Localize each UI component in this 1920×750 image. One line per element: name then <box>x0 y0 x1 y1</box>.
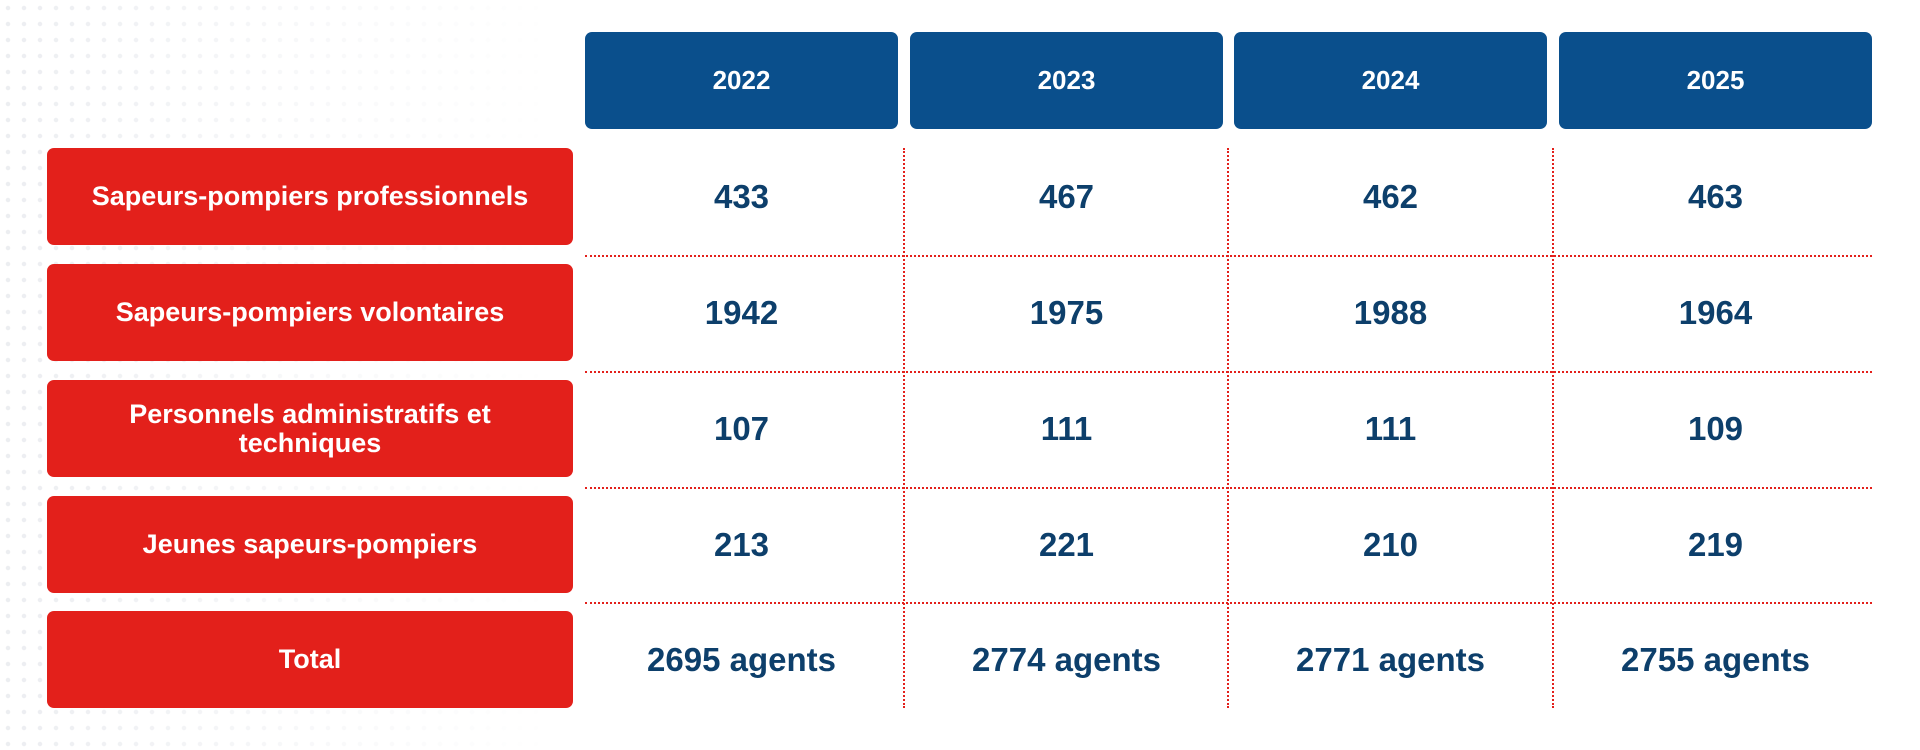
table-cell: 463 <box>1687 177 1744 215</box>
column-divider <box>1227 148 1229 708</box>
table-cell: 1942 <box>704 293 779 331</box>
table-cell: 107 <box>713 409 770 447</box>
column-header: 2024 <box>1234 32 1547 129</box>
row-label: Personnels administratifs et techniques <box>47 380 573 477</box>
table-cell: 210 <box>1362 525 1419 563</box>
row-label: Sapeurs-pompiers volontaires <box>47 264 573 361</box>
table-cell: 111 <box>1040 409 1093 447</box>
row-label: Sapeurs-pompiers professionnels <box>47 148 573 245</box>
table-cell: 111 <box>1364 409 1417 447</box>
table-cell: 2695 agents <box>647 640 836 678</box>
table-cell: 462 <box>1362 177 1419 215</box>
table-cell: 219 <box>1687 525 1744 563</box>
table-cell: 109 <box>1687 409 1744 447</box>
column-divider <box>903 148 905 708</box>
column-header: 2025 <box>1559 32 1872 129</box>
table-cell: 221 <box>1038 525 1095 563</box>
table-cell: 213 <box>713 525 770 563</box>
table-cell: 1975 <box>1029 293 1104 331</box>
row-label: Jeunes sapeurs-pompiers <box>47 496 573 593</box>
table-cell: 1988 <box>1353 293 1428 331</box>
column-header: 2022 <box>585 32 898 129</box>
row-label: Total <box>47 611 573 708</box>
table-cell: 2771 agents <box>1296 640 1485 678</box>
table-cell: 2755 agents <box>1621 640 1810 678</box>
column-divider <box>1552 148 1554 708</box>
column-header: 2023 <box>910 32 1223 129</box>
table-cell: 1964 <box>1678 293 1753 331</box>
table-cell: 433 <box>713 177 770 215</box>
table-cell: 467 <box>1038 177 1095 215</box>
table-cell: 2774 agents <box>972 640 1161 678</box>
